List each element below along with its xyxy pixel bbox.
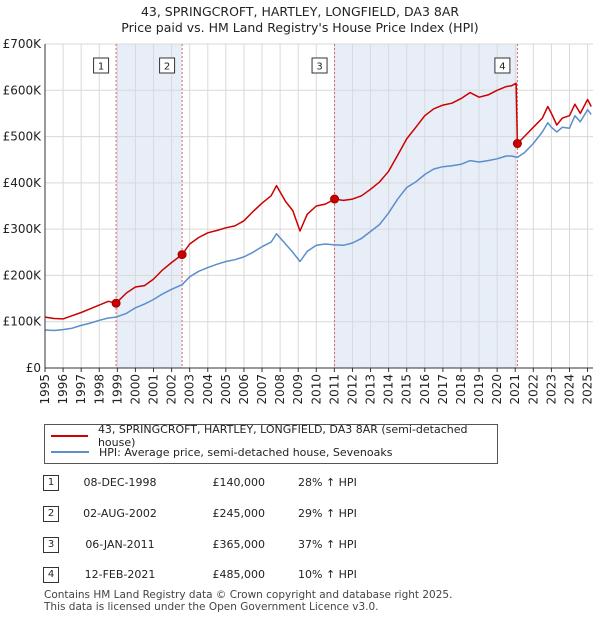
ownership-band (334, 44, 518, 368)
x-tick-label: 2017 (436, 374, 450, 405)
y-tick-label: £0 (26, 361, 41, 375)
x-tick-label: 1998 (92, 374, 106, 405)
x-tick-label: 2013 (364, 374, 378, 405)
sale-marker-box (93, 57, 110, 74)
legend-label-hpi: HPI: Average price, semi-detached house,… (99, 445, 393, 459)
footer-licence: This data is licensed under the Open Gov… (44, 601, 379, 613)
transaction-row: 3 06-JAN-2011 £365,000 37% ↑ HPI (0, 536, 600, 556)
legend-swatch-hpi (51, 451, 89, 453)
transaction-hpi-change: 29% ↑ HPI (298, 507, 357, 520)
sale-marker-number: 2 (164, 62, 170, 73)
sale-marker-label: 2 (159, 57, 176, 74)
x-tick-label: 2015 (400, 374, 414, 405)
transaction-date: 02-AUG-2002 (83, 507, 157, 520)
footer-copyright: Contains HM Land Registry data © Crown c… (44, 589, 453, 601)
transaction-price: £365,000 (212, 538, 266, 551)
x-tick-label: 2023 (544, 374, 558, 405)
sale-point (177, 250, 187, 260)
legend-item-property: 43, SPRINGCROFT, HARTLEY, LONGFIELD, DA3… (51, 423, 497, 449)
transaction-price: £485,000 (212, 568, 266, 581)
transaction-date: 12-FEB-2021 (84, 568, 156, 581)
sale-marker-box (494, 57, 511, 74)
x-tick-label: 2012 (345, 374, 359, 405)
sale-marker-number: 1 (98, 62, 104, 73)
ownership-band (116, 44, 183, 368)
x-tick-label: 2019 (472, 374, 486, 405)
transaction-hpi-change: 28% ↑ HPI (298, 476, 357, 489)
x-tick-label: 2004 (201, 374, 215, 405)
chart-title: 43, SPRINGCROFT, HARTLEY, LONGFIELD, DA3… (140, 4, 460, 19)
x-tick-label: 2003 (183, 374, 197, 405)
sale-point (512, 139, 522, 149)
transaction-price: £140,000 (212, 476, 266, 489)
transaction-number: 1 (43, 475, 59, 491)
transaction-row: 4 12-FEB-2021 £485,000 10% ↑ HPI (0, 566, 600, 586)
sale-marker-number: 3 (316, 62, 322, 73)
x-tick-label: 2005 (219, 374, 233, 405)
x-tick-label: 2022 (526, 374, 540, 405)
sale-marker-box (311, 57, 328, 74)
x-tick-label: 2018 (454, 374, 468, 405)
sale-point (330, 194, 340, 204)
sale-marker-label: 4 (494, 57, 511, 74)
x-tick-label: 1997 (74, 374, 88, 405)
y-tick-label: £600K (3, 83, 43, 97)
transaction-date: 08-DEC-1998 (83, 476, 157, 489)
sale-marker-box (159, 57, 176, 74)
y-tick-label: £200K (3, 268, 43, 282)
transaction-hpi-change: 10% ↑ HPI (298, 568, 357, 581)
transaction-number: 2 (43, 506, 59, 522)
x-tick-label: 2001 (147, 374, 161, 405)
x-tick-label: 1995 (38, 374, 52, 405)
x-tick-label: 2011 (327, 374, 341, 405)
y-tick-label: £700K (3, 37, 43, 51)
x-tick-label: 2016 (418, 374, 432, 405)
x-tick-label: 2014 (382, 374, 396, 405)
x-tick-label: 1999 (110, 374, 124, 405)
transaction-date: 06-JAN-2011 (85, 538, 155, 551)
sale-marker-number: 4 (499, 62, 505, 73)
x-tick-label: 2010 (309, 374, 323, 405)
chart-subtitle: Price paid vs. HM Land Registry's House … (121, 20, 479, 35)
sale-marker-label: 1 (93, 57, 110, 74)
transaction-row: 1 08-DEC-1998 £140,000 28% ↑ HPI (0, 474, 600, 494)
legend-swatch-property (51, 435, 88, 437)
sale-point (111, 298, 121, 308)
legend-item-hpi: HPI: Average price, semi-detached house,… (51, 444, 392, 460)
transaction-hpi-change: 37% ↑ HPI (298, 538, 357, 551)
transaction-number: 3 (43, 537, 59, 553)
y-tick-label: £300K (3, 222, 43, 236)
x-tick-label: 2006 (237, 374, 251, 405)
y-tick-label: £400K (3, 176, 43, 190)
x-tick-label: 2024 (562, 374, 576, 405)
transaction-price: £245,000 (212, 507, 266, 520)
x-tick-label: 2007 (255, 374, 269, 405)
x-tick-label: 2009 (291, 374, 305, 405)
x-tick-label: 2021 (508, 374, 522, 405)
legend-label-property: 43, SPRINGCROFT, HARTLEY, LONGFIELD, DA3… (97, 423, 468, 449)
legend: 43, SPRINGCROFT, HARTLEY, LONGFIELD, DA3… (44, 423, 498, 464)
x-tick-label: 2000 (128, 374, 142, 405)
price-chart: £0 £100K £200K £300K £400K £500K £600K £700K 199… (3, 37, 595, 405)
transaction-row: 2 02-AUG-2002 £245,000 29% ↑ HPI (0, 505, 600, 525)
hpi-line (44, 108, 592, 332)
x-tick-label: 2008 (273, 374, 287, 405)
y-tick-label: £500K (3, 130, 43, 144)
x-tick-label: 1996 (56, 374, 70, 405)
transaction-number: 4 (43, 567, 59, 583)
y-tick-label: £100K (3, 315, 43, 329)
x-tick-label: 2025 (581, 374, 595, 405)
sale-marker-label: 3 (311, 57, 328, 74)
x-tick-label: 2002 (165, 374, 179, 405)
x-tick-label: 2020 (490, 374, 504, 405)
